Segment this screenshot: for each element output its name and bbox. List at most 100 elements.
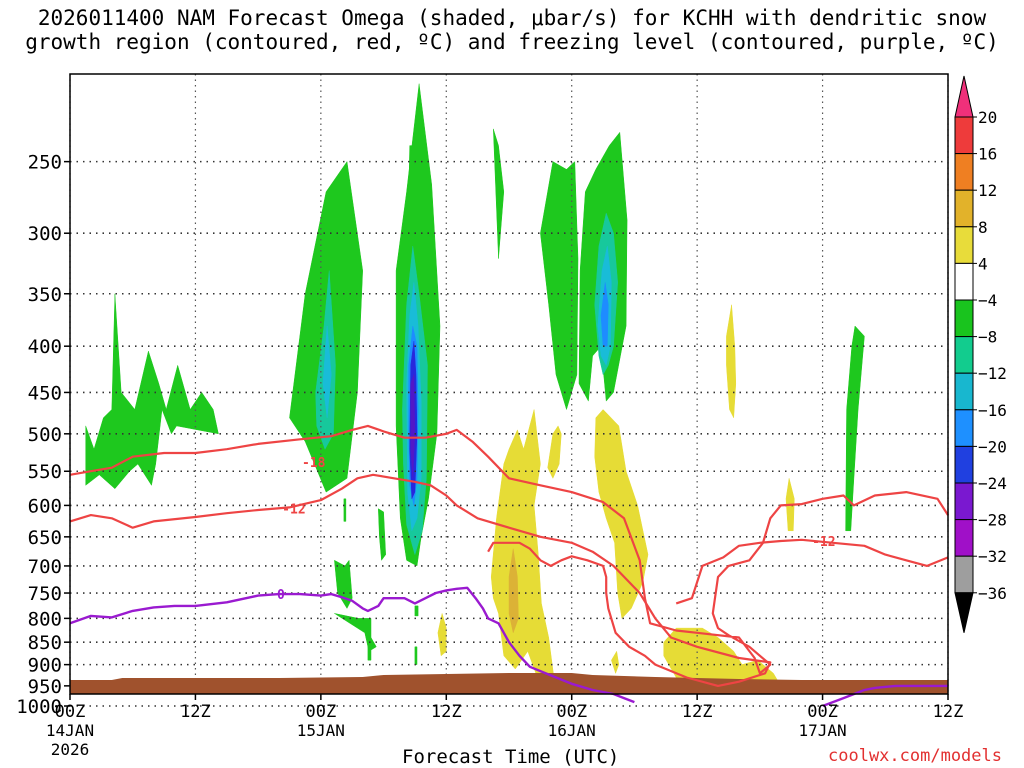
colorbar-label: −4 xyxy=(978,291,997,310)
dgz-contour--18 xyxy=(69,424,949,675)
x-tick-date: 16JAN xyxy=(548,721,596,740)
y-tick-label: 400 xyxy=(28,336,62,358)
omega-region-green xyxy=(334,613,377,652)
x-tick-label: 12Z xyxy=(180,702,211,722)
ground-layer xyxy=(70,673,948,694)
y-tick-label: 600 xyxy=(28,495,62,517)
dgz-contour-label: -12 xyxy=(812,535,835,550)
colorbar-label: −20 xyxy=(978,437,1007,456)
omega-region-yellow xyxy=(547,425,562,479)
y-tick-label: 1000 xyxy=(16,696,62,718)
frame-layer xyxy=(69,73,949,695)
terrain-ground xyxy=(70,673,948,694)
colorbar-label: −16 xyxy=(978,401,1007,420)
contour-layer: -18 -12 -12 0 xyxy=(69,424,949,708)
dgz-contour--12 xyxy=(675,538,949,605)
colorbar-swatch xyxy=(954,409,974,447)
omega-region-yellow xyxy=(726,304,737,419)
x-tick-date: 17JAN xyxy=(798,721,846,740)
x-axis-label: Forecast Time (UTC) xyxy=(402,746,620,768)
omega-shading-layer xyxy=(85,83,865,691)
colorbar-label: 16 xyxy=(978,145,997,164)
freezing-level-contour xyxy=(69,586,635,704)
x-tick-label: 00Z xyxy=(55,702,86,722)
omega-region-yellow xyxy=(594,409,649,619)
x-tick-label: 00Z xyxy=(807,702,838,722)
omega-region-green xyxy=(845,325,865,532)
omega-region-gold xyxy=(508,548,519,634)
y-tick-label: 900 xyxy=(28,655,62,677)
omega-region-green xyxy=(414,646,418,665)
chart-title-line-2: growth region (contoured, red, ºC) and f… xyxy=(25,30,999,54)
y-tick-label: 850 xyxy=(28,632,62,654)
colorbar-label: −28 xyxy=(978,511,1007,530)
colorbar-label: 20 xyxy=(978,108,997,127)
colorbar-label: −12 xyxy=(978,364,1007,383)
omega-region-green xyxy=(540,161,579,411)
x-tick-date: 14JAN xyxy=(46,721,94,740)
plot-frame xyxy=(69,73,949,695)
y-tick-label: 800 xyxy=(28,608,62,630)
colorbar-label: 4 xyxy=(978,254,988,273)
colorbar-swatch xyxy=(954,336,974,374)
y-tick-label: 950 xyxy=(28,676,62,698)
x-tick-label: 12Z xyxy=(933,702,964,722)
omega-region-yellow xyxy=(611,650,620,675)
colorbar-swatch xyxy=(954,482,974,521)
colorbar-label: 8 xyxy=(978,218,988,237)
y-tick-label: 300 xyxy=(28,223,62,245)
colorbar: 20 16 12 8 4 −4 −8 −12 −16 −20 −24 −28 −32 −36 xyxy=(954,75,1007,633)
colorbar-label: −36 xyxy=(978,584,1007,603)
colorbar-swatch xyxy=(954,372,974,411)
y-tick-label: 550 xyxy=(28,461,62,483)
colorbar-swatch xyxy=(954,262,974,301)
colorbar-label: −24 xyxy=(978,474,1007,493)
colorbar-label: −32 xyxy=(978,547,1007,566)
dgz-contour-label: -18 xyxy=(302,456,326,471)
y-tick-label: 650 xyxy=(28,527,62,549)
omega-region-green xyxy=(85,293,219,490)
y-tick-label: 450 xyxy=(28,382,62,404)
omega-region-green xyxy=(367,641,372,661)
colorbar-label: −8 xyxy=(978,328,997,347)
omega-region-yellow xyxy=(437,613,447,657)
freezing-level-label: 0 xyxy=(277,588,285,603)
y-tick-label: 350 xyxy=(28,284,62,306)
colorbar-swatch xyxy=(954,519,974,557)
dgz-contour--12 xyxy=(69,473,772,688)
x-tick-label: 00Z xyxy=(556,702,587,722)
x-tick-label: 12Z xyxy=(431,702,462,722)
x-tick-label: 00Z xyxy=(305,702,336,722)
x-tick-label: 12Z xyxy=(682,702,713,722)
y-tick-label: 250 xyxy=(28,152,62,174)
omega-region-yellow xyxy=(490,409,555,687)
colorbar-swatch xyxy=(954,299,974,338)
colorbar-swatch xyxy=(954,445,974,484)
omega-region-cyan xyxy=(322,325,332,418)
omega-region-green xyxy=(378,508,386,561)
omega-region-blue xyxy=(600,282,609,347)
omega-region-green xyxy=(343,498,347,522)
freezing-level-contour xyxy=(822,684,948,708)
x-tick-date: 15JAN xyxy=(297,721,345,740)
colorbar-swatch xyxy=(954,189,974,228)
colorbar-swatch xyxy=(954,116,974,155)
y-tick-label: 700 xyxy=(28,556,62,578)
chart-title-line-1: 2026011400 NAM Forecast Omega (shaded, μ… xyxy=(37,6,987,30)
axis-layer: 2503003504004505005506006507007508008509… xyxy=(16,152,963,759)
colorbar-swatch xyxy=(954,555,974,594)
colorbar-bottom-arrow xyxy=(954,592,974,633)
colorbar-label: 12 xyxy=(978,181,997,200)
colorbar-swatch xyxy=(954,226,974,264)
y-tick-label: 750 xyxy=(28,583,62,605)
colorbar-swatch xyxy=(954,153,974,191)
omega-region-green xyxy=(334,559,353,609)
x-tick-year: 2026 xyxy=(51,740,90,759)
dgz-contour-label: -12 xyxy=(282,503,305,518)
omega-region-green xyxy=(414,605,419,617)
omega-region-green xyxy=(493,128,505,259)
colorbar-top-arrow xyxy=(954,75,974,118)
credit-text: coolwx.com/models xyxy=(828,746,1002,766)
y-tick-label: 500 xyxy=(28,424,62,446)
